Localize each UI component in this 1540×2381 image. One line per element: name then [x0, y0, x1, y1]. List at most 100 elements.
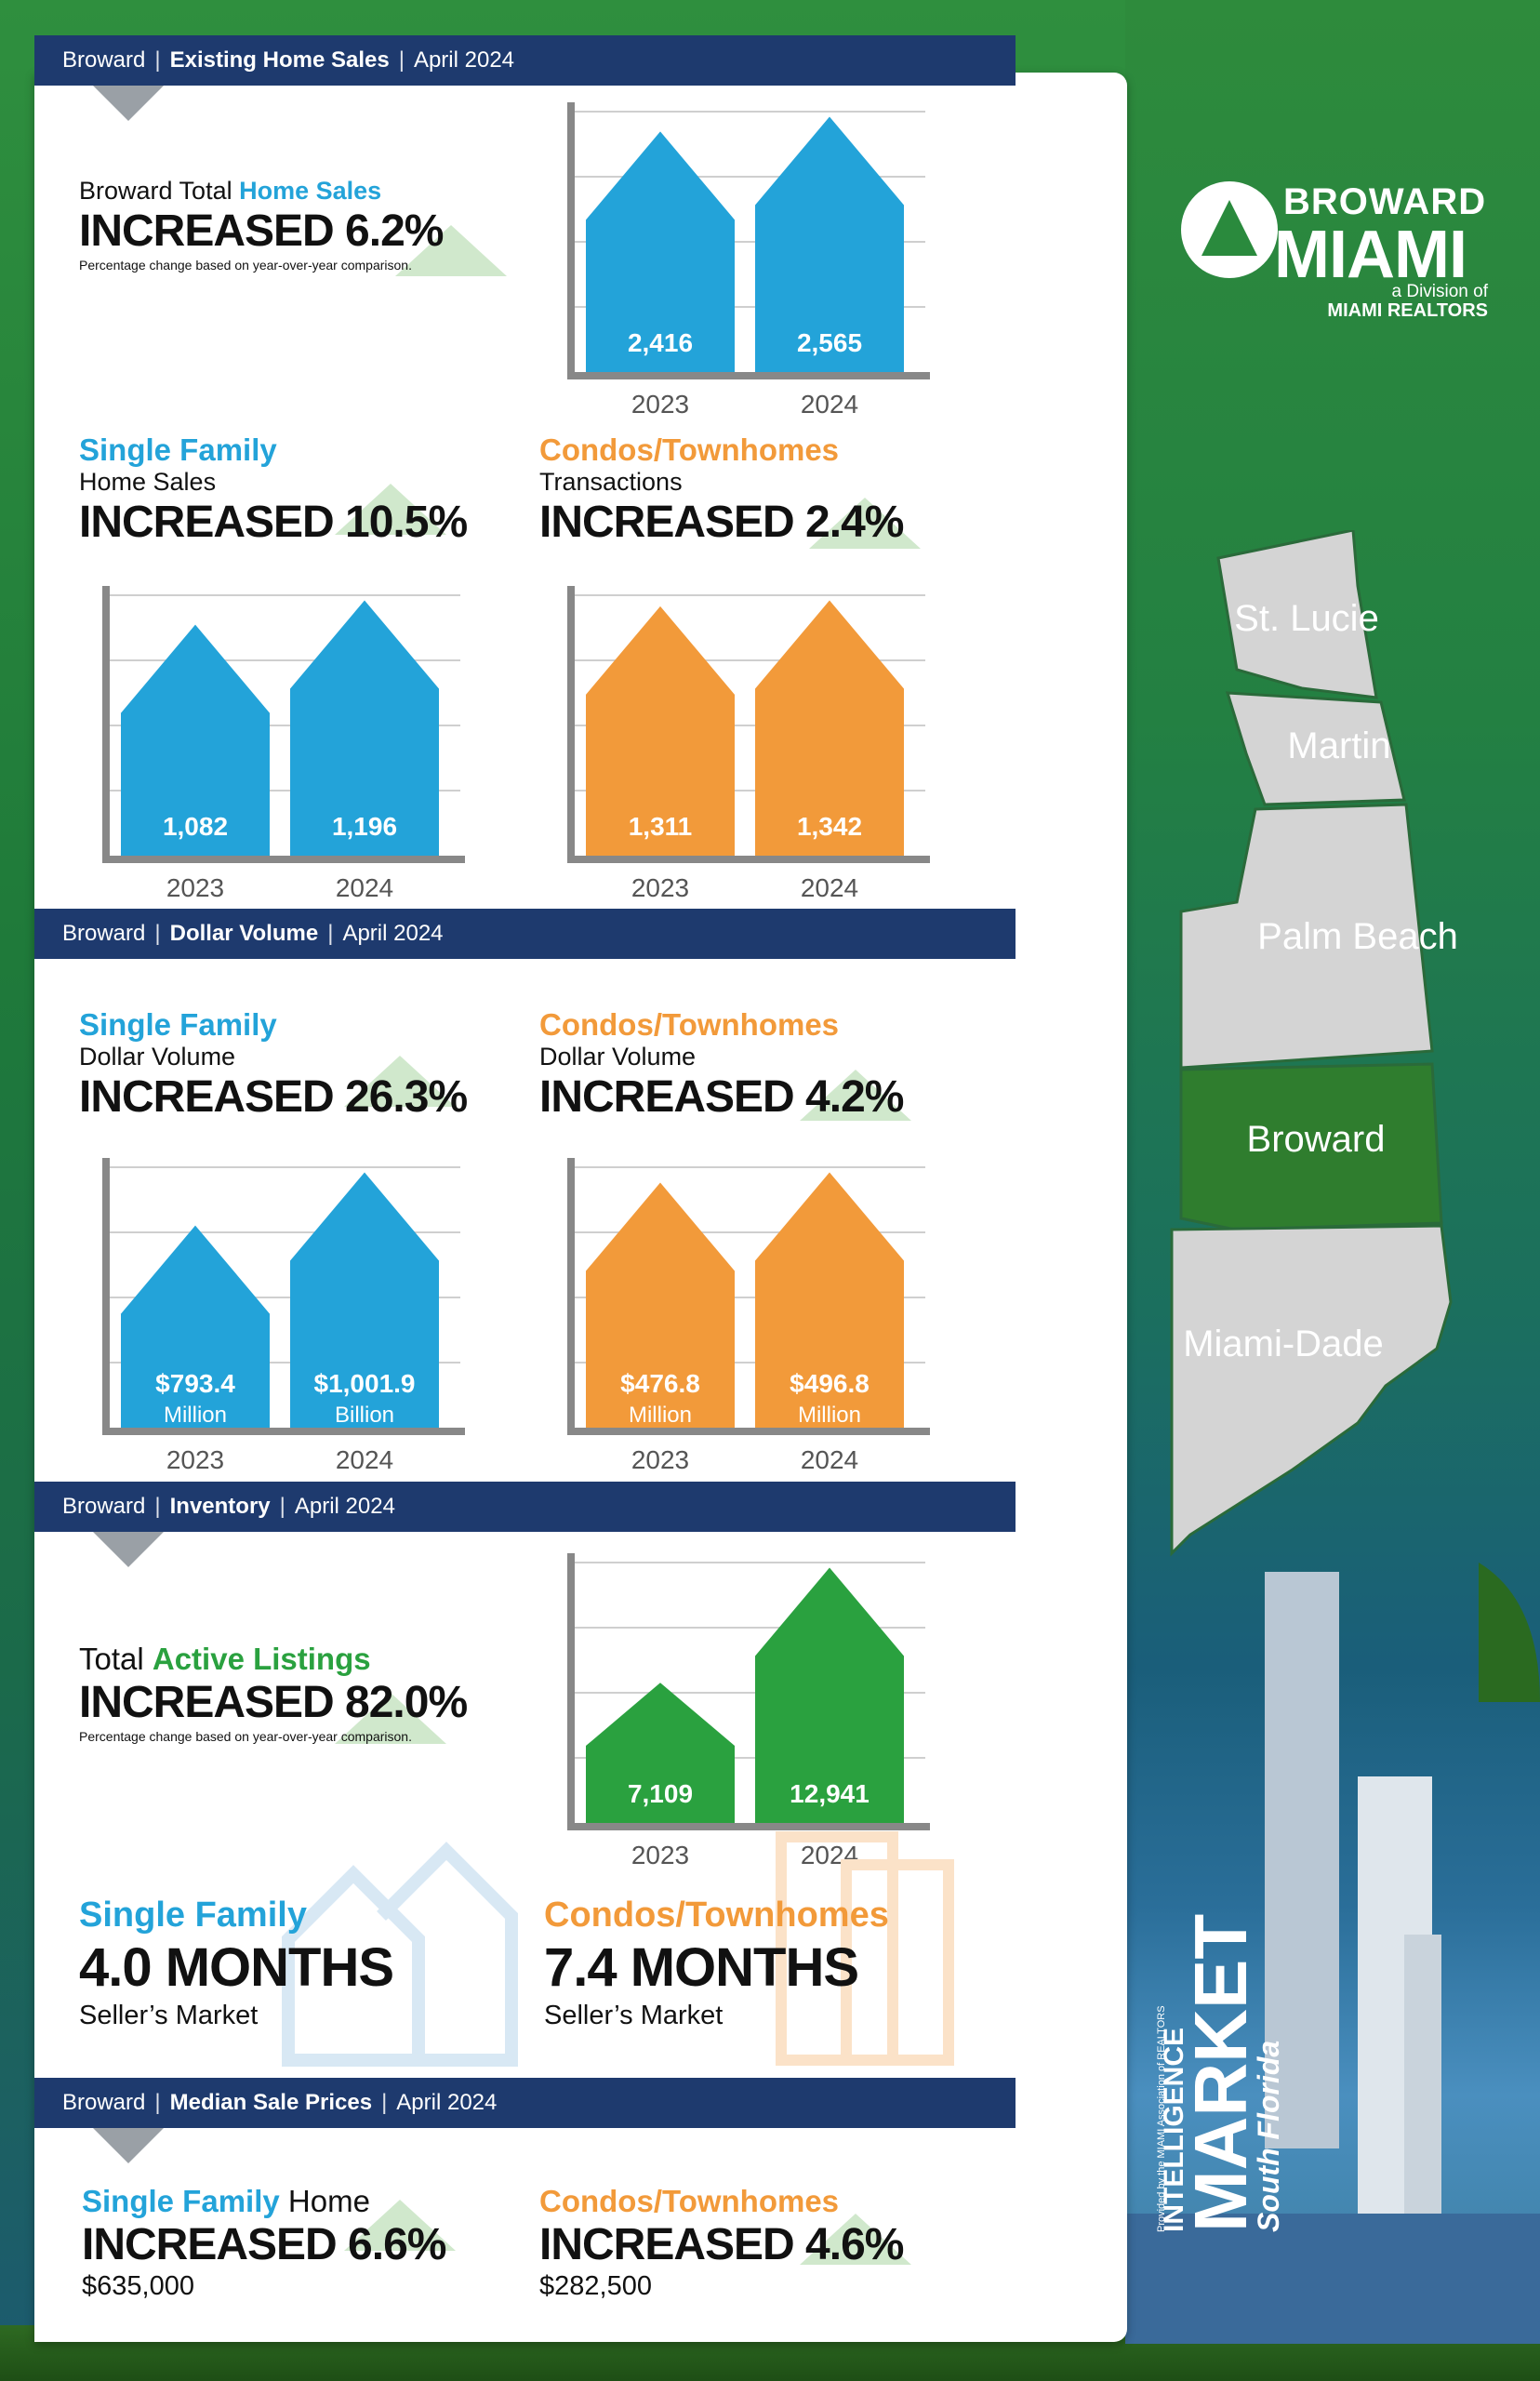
bar-2023: [586, 1182, 735, 1428]
map-palm-beach: [1179, 803, 1434, 1070]
banner-area: Broward: [62, 1494, 146, 1519]
x-tick-label: 2024: [336, 873, 393, 902]
up-arrow-icon: [800, 2214, 911, 2265]
total-sales-prefix: Broward Total: [79, 177, 240, 205]
bar-2023: [586, 131, 735, 372]
data-label: 1,311: [629, 812, 693, 841]
broward-miami-logo: BROWARD MIAMI a Division of MIAMI REALTO…: [1181, 181, 1488, 330]
florida-county-map: St. Lucie Martin Palm Beach Broward Miam…: [1170, 530, 1458, 1557]
brand-line4: Provided by the MIAMI Association of REA…: [1156, 2005, 1167, 2232]
chart-total-sales: 2,416 2023 2,565 2024: [567, 102, 930, 419]
sf-months-sub: Seller’s Market: [79, 2001, 259, 2030]
banner-pointer-icon: [93, 2128, 164, 2163]
map-label-st-lucie: St. Lucie: [1234, 598, 1379, 639]
sf-dollar-headline: INCREASED 26.3%: [79, 1072, 468, 1122]
condo-sales-subtitle: Transactions: [539, 468, 683, 496]
data-label: $476.8: [620, 1369, 700, 1398]
condo-months-title: Condos/Townhomes: [544, 1895, 889, 1935]
data-label: $1,001.9: [314, 1369, 416, 1398]
listings-prefix: Total: [79, 1642, 153, 1676]
chart-condo-dollar: $476.8 Million 2023 $496.8 Million 2024: [567, 1158, 930, 1474]
banner-section: Median Sale Prices: [169, 2090, 373, 2115]
chart-condo-sales: 1,311 2023 1,342 2024: [567, 586, 930, 902]
sf-dollar-stat: Single Family Dollar Volume INCREASED 26…: [79, 1007, 468, 1124]
banner-date: April 2024: [396, 2090, 498, 2115]
house-watermark-icon: [282, 1842, 518, 2067]
chart-sf-sales: 1,082 2023 1,196 2024: [102, 586, 465, 902]
x-tick-label: 2023: [631, 873, 689, 902]
data-label: $496.8: [790, 1369, 870, 1398]
up-arrow-icon: [344, 2200, 456, 2251]
sf-median-title-suffix: Home: [279, 2184, 370, 2218]
data-label: 1,082: [163, 812, 228, 841]
data-label: 2,565: [797, 328, 862, 357]
bar-2024: [290, 600, 439, 856]
brand-line2: MARKET: [1179, 1914, 1262, 2232]
data-label: 1,196: [332, 812, 397, 841]
up-arrow-icon: [800, 1070, 911, 1121]
bar-2024: [290, 1172, 439, 1428]
brand-line3: INTELLIGENCE: [1159, 2028, 1189, 2232]
bar-2024: [755, 1172, 904, 1428]
sf-median-title: Single Family: [82, 2184, 280, 2218]
sf-dollar-title: Single Family: [79, 1007, 277, 1042]
x-tick-label: 2023: [631, 1841, 689, 1869]
logo-line3: a Division of: [1391, 282, 1489, 301]
banner-median-sale-prices: Broward | Median Sale Prices | April 2024: [34, 2078, 1016, 2128]
listings-note: Percentage change based on year-over-yea…: [79, 1729, 412, 1744]
x-tick-label: 2024: [801, 873, 858, 902]
banner-dollar-volume: Broward | Dollar Volume | April 2024: [34, 909, 1016, 959]
data-label: 1,342: [797, 812, 862, 841]
total-sales-highlight: Home Sales: [239, 177, 382, 205]
x-tick-label: 2024: [801, 1445, 858, 1474]
map-miami-dade: [1170, 1224, 1453, 1557]
logo-line4: MIAMI REALTORS: [1327, 300, 1488, 321]
up-arrow-icon: [335, 1693, 446, 1744]
map-st-lucie: [1216, 530, 1378, 699]
up-arrow-icon: [335, 484, 446, 535]
bar-2023: [121, 1225, 270, 1428]
up-arrow-icon: [344, 1056, 456, 1107]
sf-months-title: Single Family: [79, 1895, 307, 1935]
up-arrow-icon: [395, 225, 507, 276]
market-intelligence-brand: South Florida MARKET INTELLIGENCE Provid…: [1156, 1914, 1285, 2232]
x-tick-label: 2023: [631, 390, 689, 419]
banner-section: Inventory: [169, 1494, 271, 1519]
bar-2024: [755, 1567, 904, 1823]
x-tick-label: 2023: [631, 1445, 689, 1474]
bar-2023: [121, 624, 270, 856]
map-label-palm-beach: Palm Beach: [1257, 916, 1458, 957]
banner-date: April 2024: [413, 47, 515, 73]
condo-months-sub: Seller’s Market: [544, 2001, 724, 2030]
banner-section: Existing Home Sales: [169, 47, 390, 73]
sf-median-headline: INCREASED 6.6%: [82, 2220, 446, 2269]
data-label: 12,941: [790, 1779, 870, 1808]
data-unit-label: Million: [629, 1403, 692, 1428]
building-watermark-icon: [776, 1831, 954, 2066]
data-unit-label: Billion: [335, 1403, 394, 1428]
banner-inventory: Broward | Inventory | April 2024: [34, 1482, 1016, 1532]
data-label: $793.4: [155, 1369, 235, 1398]
brand-line1: South Florida: [1252, 2041, 1285, 2232]
banner-area: Broward: [62, 47, 146, 73]
banner-pointer-icon: [93, 1532, 164, 1567]
sf-sales-title: Single Family: [79, 432, 277, 467]
logo-line1: BROWARD: [1283, 181, 1487, 222]
condo-median-title: Condos/Townhomes: [539, 2184, 840, 2218]
map-label-broward: Broward: [1247, 1119, 1386, 1160]
condo-months-stat: Condos/Townhomes 7.4 MONTHS Seller’s Mar…: [544, 1895, 889, 2031]
condo-median-stat: Condos/Townhomes INCREASED 4.6% $282,500: [539, 2184, 904, 2302]
condo-dollar-title: Condos/Townhomes: [539, 1007, 840, 1042]
map-martin: [1225, 691, 1406, 806]
data-unit-label: Million: [798, 1403, 861, 1428]
bar-2024: [755, 600, 904, 856]
sf-sales-headline: INCREASED 10.5%: [79, 498, 468, 547]
bar-2023: [586, 1683, 735, 1823]
sf-months-stat: Single Family 4.0 MONTHS Seller’s Market: [79, 1895, 394, 2031]
banner-pointer-icon: [93, 86, 164, 121]
data-label: 7,109: [628, 1779, 693, 1808]
x-tick-label: 2023: [166, 873, 224, 902]
map-label-martin: Martin: [1287, 725, 1390, 766]
bar-2023: [586, 605, 735, 856]
